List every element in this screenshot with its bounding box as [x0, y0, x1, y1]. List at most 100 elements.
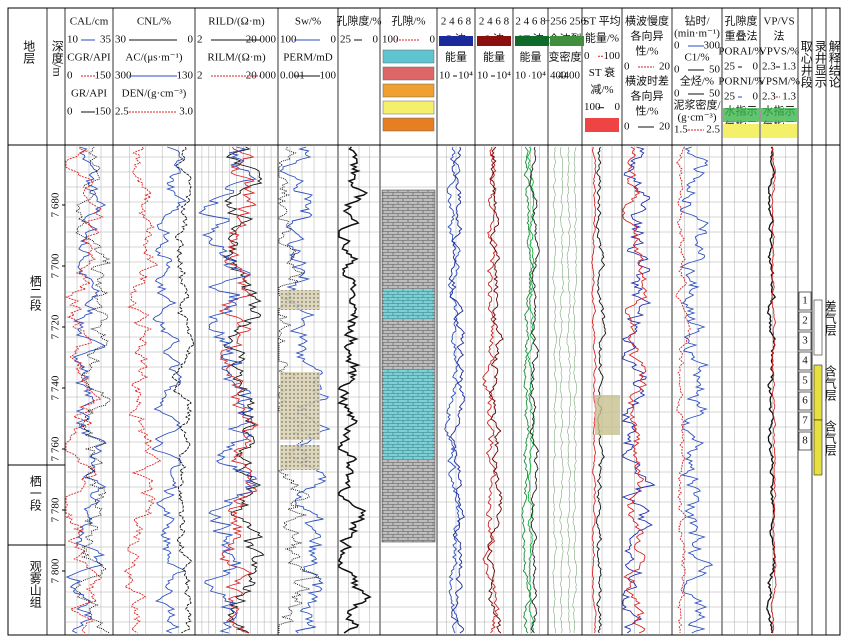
log-curve — [222, 146, 265, 634]
header-label: VPSM/% — [758, 76, 800, 88]
scale-left: 0 — [624, 61, 630, 73]
header-label: 性/% — [635, 44, 658, 58]
header-label: PORAI/% — [718, 46, 763, 58]
log-curve — [526, 146, 536, 634]
column-header: 深度/m — [50, 40, 64, 78]
header-label: 孔隙度/% — [336, 14, 381, 28]
scale-left: 0 — [67, 70, 73, 82]
colorbar — [477, 36, 511, 46]
header-label: Sw/% — [295, 16, 321, 28]
legend-swatch — [382, 100, 435, 115]
scale-left: 0 — [674, 88, 680, 100]
log-curve — [65, 146, 107, 634]
log-curve — [529, 146, 540, 634]
log-curve — [487, 146, 504, 634]
lithology — [381, 189, 436, 543]
log-curve — [766, 146, 777, 634]
header-label: 孔隙度 — [725, 14, 758, 28]
core-number: 3 — [802, 335, 808, 347]
scale-right: 1.3 — [782, 91, 796, 103]
frame — [7, 7, 841, 636]
header-label: 变密度 — [549, 50, 582, 64]
scale-left: 2.3 — [762, 61, 776, 73]
porous-zone — [384, 370, 433, 460]
scale-right: 300 — [704, 40, 721, 52]
header-label: CNL/% — [137, 16, 171, 28]
header-label: 孔隙/% — [391, 14, 425, 28]
show-label: 含气层 — [823, 419, 837, 457]
header-label: 性/% — [635, 104, 658, 118]
legend-swatch — [382, 117, 435, 132]
porosity-fill — [280, 445, 320, 470]
column-header: 录井显示 — [813, 40, 827, 88]
scale-left: 10 — [439, 70, 451, 82]
log-curve — [559, 146, 564, 634]
gas-band — [761, 124, 797, 138]
core-box — [798, 351, 812, 371]
log-curve — [74, 146, 111, 634]
header-label: RILD/(Ω·m) — [208, 16, 265, 28]
scale-left: 100 — [382, 34, 399, 46]
scale-right: 0 — [331, 34, 337, 46]
header-label: 减/% — [590, 83, 613, 96]
scale-left: 100 — [280, 34, 297, 46]
header-label: 2 4 6 8 — [441, 16, 472, 28]
header-label: AC/(μs·m⁻¹) — [125, 52, 183, 64]
stratum: 观雾山组 — [28, 560, 42, 608]
scale-left: 0.001 — [280, 70, 305, 82]
scale-right: 10⁴ — [458, 70, 473, 82]
column-header: 地层 — [22, 40, 36, 65]
header-label: 能量 — [445, 50, 467, 64]
log-curve — [448, 146, 466, 634]
log-curve — [622, 146, 648, 634]
scale-right: 0 — [615, 101, 621, 113]
core-number: 8 — [802, 435, 808, 447]
depth-label: 7 800 — [50, 558, 62, 583]
scale-left: 25 — [724, 61, 736, 73]
depth-label: 7 760 — [50, 436, 62, 461]
log-curve — [552, 146, 558, 633]
header-label: ST 平均 — [583, 15, 620, 28]
stratum: 栖一段 — [28, 474, 42, 512]
header-label: 法 — [774, 29, 785, 43]
scale-right: 10⁴ — [531, 70, 546, 82]
log-curve — [64, 146, 104, 634]
log-curve — [595, 146, 607, 634]
core-number: 1 — [802, 295, 808, 307]
core-box — [798, 331, 812, 351]
scale-right: 50 — [709, 88, 721, 100]
scale-right: 20 000 — [246, 70, 277, 82]
show-label: 差气层 — [823, 300, 837, 337]
scale-left: 30 — [115, 34, 127, 46]
depth-label: 7 720 — [50, 314, 62, 339]
scale-right: 0 — [188, 34, 194, 46]
scale-right: 150 — [95, 106, 112, 118]
scale-left: 2.5 — [115, 106, 129, 118]
header-label: 横波慢度 — [625, 14, 669, 28]
header-label: PERM/mD — [283, 52, 333, 64]
attenuation-fill — [595, 395, 620, 435]
depth-label: 7 740 — [50, 375, 62, 400]
header-label: 钻时/ — [684, 14, 710, 28]
log-curve — [675, 146, 691, 633]
header-label: GR/API — [71, 88, 107, 100]
depth-label: 7 680 — [50, 192, 62, 217]
colorbar — [515, 36, 549, 46]
show-band — [813, 419, 823, 476]
log-curve — [521, 146, 534, 634]
scale-left: 2.3 — [762, 91, 776, 103]
log-curve — [337, 146, 372, 634]
scale-right: 10⁴ — [496, 70, 511, 82]
core-box — [798, 291, 812, 311]
log-curve — [621, 146, 656, 634]
scale-left: 0 — [674, 64, 680, 76]
header-label: 能量 — [520, 50, 542, 64]
core-number: 5 — [802, 375, 808, 387]
legend-swatch — [382, 66, 435, 81]
log-curve — [566, 146, 571, 634]
core-number: 6 — [802, 395, 808, 407]
scale-right: 20 — [659, 61, 671, 73]
scale-right: 50 — [709, 64, 721, 76]
colorbar — [439, 36, 473, 46]
column-header: 取心井段 — [799, 40, 813, 89]
